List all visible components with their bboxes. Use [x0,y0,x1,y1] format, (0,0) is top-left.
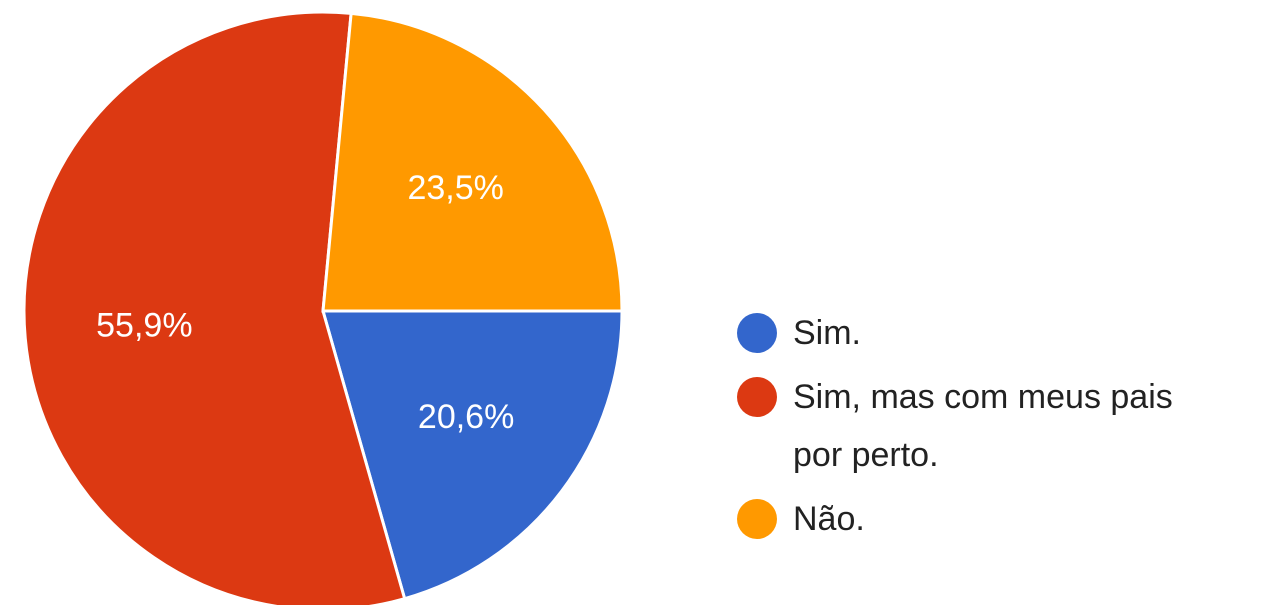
value-label: 23,5% [407,169,503,207]
slice [22,10,407,605]
value-label: 20,6% [418,398,514,436]
legend-swatch [737,377,777,417]
slice [321,309,624,601]
legend-swatch [737,499,777,539]
slice [321,11,624,313]
legend: Sim. Sim, mas com meus pais por perto. Não… [730,300,1225,560]
value-label: 55,9% [96,306,192,344]
legend-label: Sim. [793,314,861,352]
legend-label: Não. [793,500,865,538]
legend-swatch [737,313,777,353]
legend-label: Sim, mas com meus pais por perto. [793,378,1173,474]
